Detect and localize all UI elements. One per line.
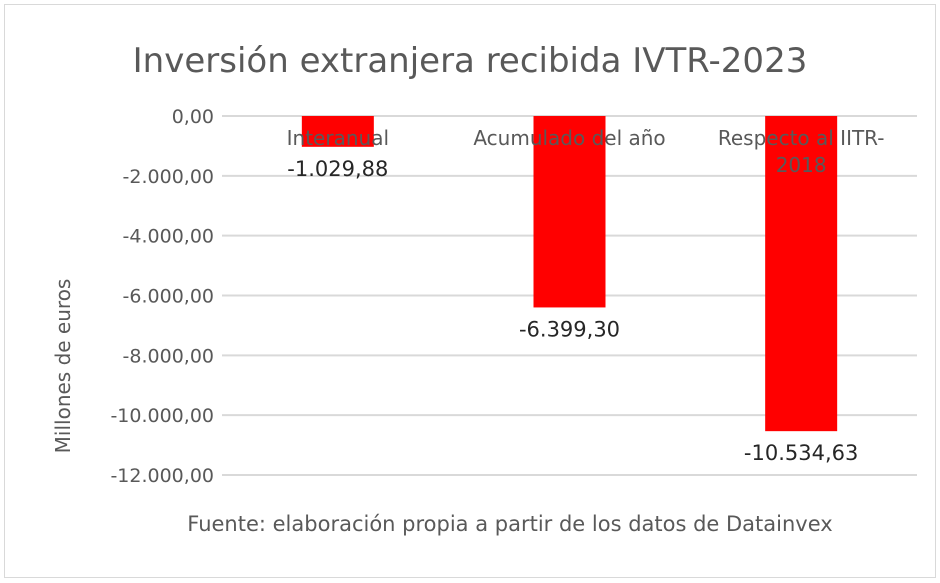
category-label: Acumulado del año: [473, 126, 665, 150]
category-label: Respecto al IITR-: [718, 126, 885, 150]
chart-caption: Fuente: elaboración propia a partir de l…: [187, 512, 832, 536]
chart-title: Inversión extranjera recibida IVTR-2023: [133, 41, 808, 81]
bar: [765, 116, 838, 432]
data-label: -1.029,88: [287, 157, 388, 181]
y-tick-label: 0,00: [172, 106, 214, 128]
y-tick-label: -8.000,00: [123, 345, 214, 367]
data-label: -10.534,63: [744, 441, 858, 465]
category-label: Interanual: [287, 126, 389, 150]
bar: [301, 116, 374, 147]
y-tick-label: -6.000,00: [123, 286, 214, 308]
category-label: 2018: [776, 153, 827, 177]
bar: [533, 116, 606, 308]
y-axis-label: Millones de euros: [51, 279, 75, 454]
y-tick-label: -12.000,00: [110, 465, 214, 487]
data-label: -6.399,30: [519, 317, 620, 341]
y-tick-label: -2.000,00: [123, 166, 214, 188]
y-tick-label: -10.000,00: [110, 405, 214, 427]
y-tick-label: -4.000,00: [123, 226, 214, 248]
